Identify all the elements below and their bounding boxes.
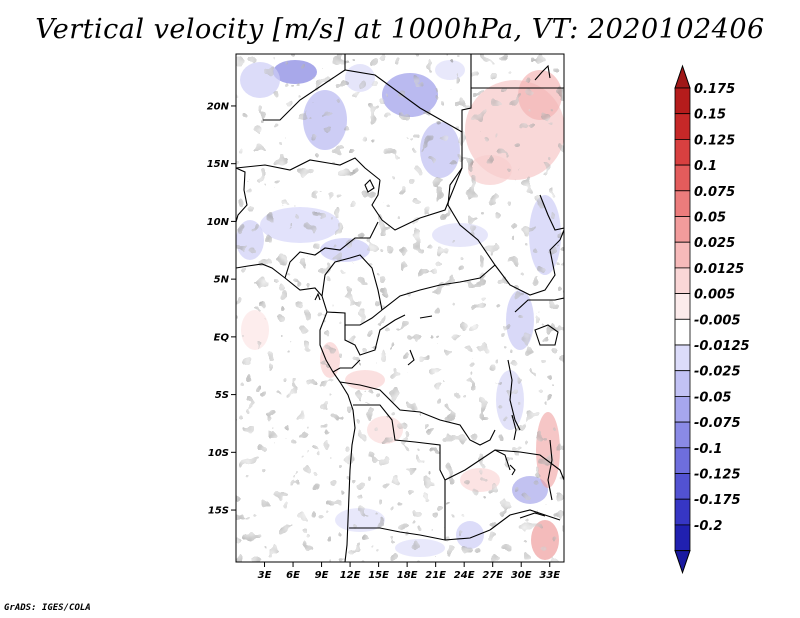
colorbar-box <box>674 344 691 372</box>
colorbar-label: -0.075 <box>694 416 741 431</box>
mangroves <box>314 292 321 301</box>
colorbar-box <box>674 190 691 217</box>
lake-chad <box>364 179 375 193</box>
colorbar-box <box>674 447 691 474</box>
lat-tick-label: 20N <box>207 101 230 112</box>
latitude-axis: 20N 15N 10N 5N EQ 5S 10S 15S <box>207 101 236 517</box>
lon-tick-label: 9E <box>315 570 329 581</box>
colorbar-box <box>674 164 691 192</box>
colorbar-label: 0.125 <box>694 133 735 148</box>
velocity-field <box>236 54 564 562</box>
colorbar-box <box>674 241 691 269</box>
lon-tick-label: 12E <box>340 570 361 581</box>
colorbar-box <box>674 267 691 294</box>
colorbar-label: -0.0125 <box>694 339 750 354</box>
mozambique-border <box>494 449 564 481</box>
lat-tick-label: 15S <box>208 506 229 517</box>
angola-border <box>353 404 446 540</box>
colorbar-box <box>674 473 691 500</box>
colorbar-label: -0.05 <box>694 390 731 405</box>
sahara-border-3 <box>461 54 472 132</box>
mali-niger-border <box>236 157 381 181</box>
congo-border-1 <box>326 309 383 326</box>
lat-tick-label: 10S <box>208 448 229 459</box>
colorbar-box <box>674 87 691 115</box>
coast-segment <box>519 512 546 519</box>
cameroon-border <box>321 254 383 311</box>
congo-border-2 <box>344 314 406 356</box>
sudan-border <box>447 167 564 296</box>
lake-kivu <box>511 414 517 441</box>
country-boundaries <box>236 54 564 562</box>
west-africa-coastline <box>236 167 248 223</box>
colorbar-box <box>674 524 691 552</box>
grads-credit: GrADS: IGES/COLA <box>4 603 91 613</box>
colorbar-box <box>674 421 691 449</box>
ethiopia-border <box>539 194 564 231</box>
zimbabwe-border <box>489 509 561 531</box>
inland-lake-1 <box>419 315 433 319</box>
car-border <box>381 264 496 311</box>
red-sea-coast <box>534 64 551 81</box>
lake-victoria <box>534 324 559 346</box>
colorbar: 0.175 0.15 0.125 0.1 0.075 0.05 0.025 0.0125 0.0… <box>674 64 750 575</box>
colorbar-box <box>674 113 691 140</box>
colorbar-label: 0.175 <box>694 82 735 97</box>
gulf-of-guinea-coastline <box>236 263 356 562</box>
longitude-axis: 3E 6E 9E 12E 15E 18E 21E 24E 27E 30E 33E <box>258 562 560 581</box>
inland-lake-2 <box>407 349 415 366</box>
colorbar-min-arrow <box>674 550 691 575</box>
map-title: Vertical velocity [m/s] at 1000hPa, VT: … <box>35 14 765 45</box>
colorbar-label: -0.125 <box>694 468 741 483</box>
map-border <box>235 53 565 563</box>
colorbar-label: 0.05 <box>694 211 726 226</box>
colorbar-label: -0.1 <box>694 442 722 457</box>
colorbar-box <box>674 138 691 166</box>
colorbar-label: 0.15 <box>694 108 726 123</box>
lon-tick-label: 27E <box>482 570 503 581</box>
colorbar-label: 0.1 <box>694 159 717 174</box>
chad-border <box>371 132 463 231</box>
nigeria-border <box>284 221 379 279</box>
lat-tick-label: 15N <box>207 159 230 170</box>
lon-tick-label: 15E <box>368 570 389 581</box>
namibia-border <box>349 527 491 541</box>
lon-tick-label: 30E <box>511 570 532 581</box>
lake-bangweulu <box>509 464 516 476</box>
lon-tick-label: 3E <box>258 570 272 581</box>
gabon-border <box>332 359 361 373</box>
colorbar-label: -0.025 <box>694 365 741 380</box>
zambia-border <box>444 449 511 481</box>
colorbar-box <box>674 293 691 320</box>
colorbar-label: -0.175 <box>694 493 741 508</box>
lat-tick-label: EQ <box>214 332 230 343</box>
colorbar-label: 0.075 <box>694 185 735 200</box>
colorbar-label: -0.2 <box>694 519 722 534</box>
colorbar-box <box>674 370 691 397</box>
colorbar-box <box>674 216 691 243</box>
drc-border <box>339 381 496 446</box>
lon-tick-label: 21E <box>425 570 446 581</box>
colorbar-label: 0.0125 <box>694 262 744 277</box>
colorbar-label: 0.005 <box>694 288 735 303</box>
lon-tick-label: 33E <box>539 570 560 581</box>
colorbar-label: -0.005 <box>694 313 741 328</box>
colorbar-box <box>674 395 691 423</box>
colorbar-box <box>674 318 691 346</box>
lat-tick-label: 10N <box>207 217 230 228</box>
lon-tick-label: 18E <box>397 570 418 581</box>
lon-tick-label: 24E <box>454 570 475 581</box>
lake-malawi <box>547 439 553 501</box>
lon-tick-label: 6E <box>286 570 300 581</box>
lat-tick-label: 5S <box>215 390 229 401</box>
lat-tick-label: 5N <box>214 275 230 286</box>
colorbar-max-arrow <box>674 64 691 89</box>
east-africa-border <box>514 297 564 313</box>
colorbar-label: 0.025 <box>694 236 735 251</box>
lake-tanganyika <box>507 359 521 431</box>
colorbar-box <box>674 498 691 526</box>
